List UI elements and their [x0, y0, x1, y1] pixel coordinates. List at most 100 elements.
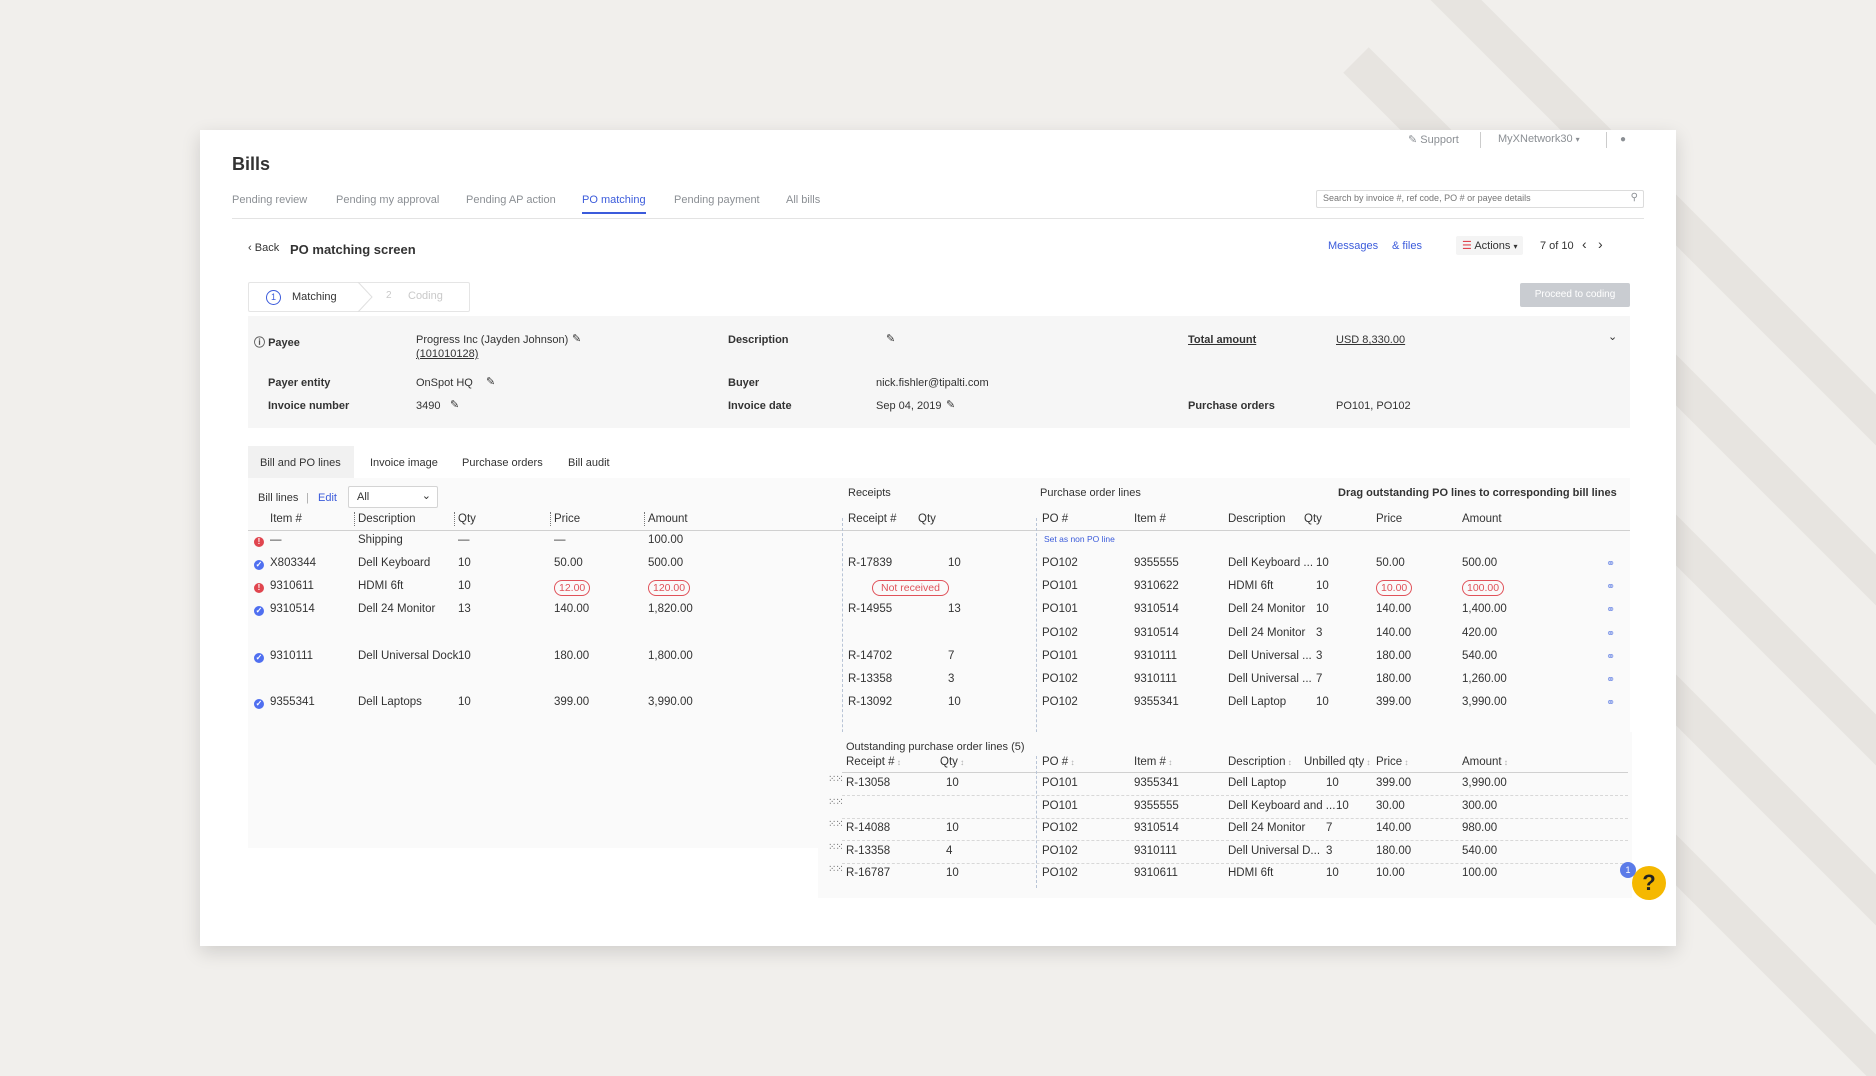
- sort-icon[interactable]: ↕: [1068, 758, 1075, 767]
- edit-bill-lines-link[interactable]: Edit: [318, 492, 337, 504]
- payee-id[interactable]: (101010128): [416, 348, 479, 360]
- back-button[interactable]: ‹ Back: [248, 242, 279, 254]
- description-label: Description: [728, 334, 789, 346]
- total-amount-value: USD 8,330.00: [1336, 334, 1406, 346]
- column-resize-handle[interactable]: [644, 512, 645, 526]
- po-description: Dell Universal ...: [1228, 650, 1312, 662]
- tab-po-matching[interactable]: PO matching: [582, 194, 646, 214]
- files-link[interactable]: & files: [1392, 240, 1422, 252]
- help-button[interactable]: ?: [1632, 866, 1666, 900]
- bill-price[interactable]: 140.00: [554, 603, 589, 615]
- not-received-badge: Not received: [872, 580, 949, 596]
- network-dropdown[interactable]: MyXNetwork30 ▾: [1498, 133, 1580, 145]
- step-coding[interactable]: Coding: [408, 290, 443, 302]
- po-number: PO102: [1042, 696, 1078, 708]
- set-non-po-line-link[interactable]: Set as non PO line: [1044, 534, 1115, 544]
- search-box[interactable]: ⚲: [1316, 190, 1644, 208]
- po-description: Dell Laptop: [1228, 696, 1287, 708]
- bill-price[interactable]: 50.00: [554, 557, 583, 569]
- unlink-icon[interactable]: ⚭: [1606, 604, 1616, 616]
- edit-payer-icon[interactable]: ✎: [486, 376, 496, 388]
- support-link[interactable]: ✎ Support: [1408, 133, 1459, 146]
- outstanding-description: HDMI 6ft: [1228, 867, 1274, 879]
- tab-all-bills[interactable]: All bills: [786, 194, 821, 206]
- edit-invoice-number-icon[interactable]: ✎: [450, 399, 460, 411]
- unlink-icon[interactable]: ⚭: [1606, 558, 1616, 570]
- po-price: 180.00: [1376, 673, 1411, 685]
- tab-pending-review[interactable]: Pending review: [232, 194, 308, 206]
- outstanding-amount: 540.00: [1462, 845, 1498, 857]
- prev-page-icon[interactable]: ‹: [1582, 236, 1587, 252]
- subtab-purchase-orders[interactable]: Purchase orders: [462, 457, 543, 469]
- step-matching[interactable]: Matching: [292, 291, 337, 303]
- chevron-down-icon[interactable]: ⌄: [1608, 331, 1618, 343]
- outstanding-item: 9310514: [1134, 822, 1179, 834]
- sort-icon[interactable]: ↕: [1165, 758, 1173, 767]
- outstanding-po: PO101: [1042, 777, 1078, 789]
- tabs-divider: [232, 218, 1644, 219]
- user-icon[interactable]: ●: [1620, 134, 1627, 145]
- column-header[interactable]: Qty ↕: [940, 756, 964, 768]
- po-qty: 3: [1316, 650, 1323, 662]
- edit-description-icon[interactable]: ✎: [886, 333, 896, 345]
- bill-amount: 1,800.00: [648, 650, 693, 662]
- bill-item-number: X803344: [270, 557, 317, 569]
- tab-pending-payment[interactable]: Pending payment: [674, 194, 760, 206]
- messages-link[interactable]: Messages: [1328, 240, 1379, 252]
- column-header[interactable]: Amount ↕: [1462, 756, 1508, 768]
- price-mismatch-badge: 12.00: [554, 580, 591, 596]
- drag-handle-icon[interactable]: ⁙⁙: [828, 842, 844, 853]
- receipt-qty: 3: [948, 673, 955, 685]
- unlink-icon[interactable]: ⚭: [1606, 697, 1616, 709]
- sort-icon[interactable]: ↕: [1285, 758, 1292, 767]
- bill-price[interactable]: 399.00: [554, 696, 589, 708]
- sort-icon[interactable]: ↕: [957, 758, 965, 767]
- column-resize-handle[interactable]: [550, 512, 551, 526]
- tab-pending-my-approval[interactable]: Pending my approval: [336, 194, 440, 206]
- drag-handle-icon[interactable]: ⁙⁙: [828, 819, 844, 830]
- drag-handle-icon[interactable]: ⁙⁙: [828, 864, 844, 875]
- sort-icon[interactable]: ↕: [894, 758, 901, 767]
- tab-pending-ap-action[interactable]: Pending AP action: [466, 194, 556, 206]
- po-separator: [1036, 518, 1037, 848]
- bill-price[interactable]: 180.00: [554, 650, 589, 662]
- drag-handle-icon[interactable]: ⁙⁙: [828, 774, 844, 785]
- edit-invoice-date-icon[interactable]: ✎: [946, 399, 956, 411]
- column-resize-handle[interactable]: [354, 512, 355, 526]
- column-header: Item #: [1134, 513, 1166, 525]
- help-notification-badge: 1: [1620, 862, 1636, 878]
- subtab-invoice-image[interactable]: Invoice image: [370, 457, 438, 469]
- bill-price[interactable]: —: [554, 534, 566, 546]
- column-header[interactable]: Description ↕: [1228, 756, 1292, 768]
- outstanding-price: 399.00: [1376, 777, 1412, 789]
- next-page-icon[interactable]: ›: [1598, 236, 1603, 252]
- column-header[interactable]: Price ↕: [1376, 756, 1408, 768]
- subtab-bill-po-lines[interactable]: Bill and PO lines: [260, 457, 341, 469]
- total-amount-label[interactable]: Total amount: [1188, 334, 1257, 346]
- bill-price[interactable]: 12.00: [554, 580, 591, 596]
- column-resize-handle[interactable]: [454, 512, 455, 526]
- column-header[interactable]: PO # ↕: [1042, 756, 1074, 768]
- drag-handle-icon[interactable]: ⁙⁙: [828, 797, 844, 808]
- po-amount-value: 500.00: [1462, 557, 1498, 569]
- sort-icon[interactable]: ↕: [1402, 758, 1409, 767]
- actions-button[interactable]: ☰ Actions ▾: [1456, 236, 1524, 255]
- proceed-to-coding-button[interactable]: Proceed to coding: [1520, 283, 1630, 307]
- unlink-icon[interactable]: ⚭: [1606, 674, 1616, 686]
- unlink-icon[interactable]: ⚭: [1606, 651, 1616, 663]
- subtab-bill-audit[interactable]: Bill audit: [568, 457, 610, 469]
- unlink-icon[interactable]: ⚭: [1606, 628, 1616, 640]
- column-header[interactable]: Item # ↕: [1134, 756, 1172, 768]
- column-header[interactable]: Receipt # ↕: [846, 756, 901, 768]
- search-icon[interactable]: ⚲: [1630, 192, 1638, 203]
- sort-icon[interactable]: ↕: [1364, 758, 1371, 767]
- search-input[interactable]: [1323, 193, 1619, 203]
- sort-icon[interactable]: ↕: [1501, 758, 1508, 767]
- column-header: Description: [1228, 513, 1286, 525]
- po-price-value: 399.00: [1376, 696, 1412, 708]
- unlink-icon[interactable]: ⚭: [1606, 581, 1616, 593]
- bill-lines-filter-select[interactable]: All ⌄: [348, 486, 438, 508]
- edit-payee-icon[interactable]: ✎: [572, 333, 582, 345]
- po-price: 399.00: [1376, 696, 1411, 708]
- column-header[interactable]: Unbilled qty ↕: [1304, 756, 1370, 768]
